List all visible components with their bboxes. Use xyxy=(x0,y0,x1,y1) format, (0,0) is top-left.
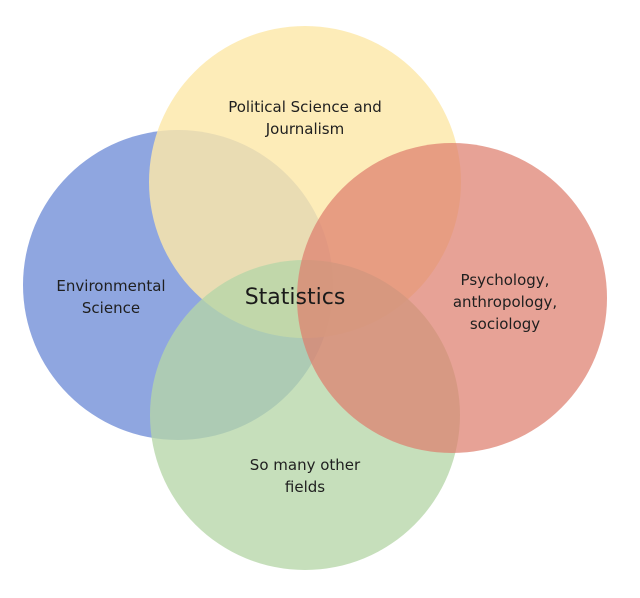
label-other-fields: So many other fields xyxy=(249,456,361,496)
label-psychology: Psychology, anthropology, sociology xyxy=(452,271,558,333)
label-statistics: Statistics xyxy=(244,285,346,310)
circle-psychology xyxy=(297,143,607,453)
label-political-science: Political Science and Journalism xyxy=(228,98,382,138)
label-environmental-science: Environmental Science xyxy=(56,277,166,317)
